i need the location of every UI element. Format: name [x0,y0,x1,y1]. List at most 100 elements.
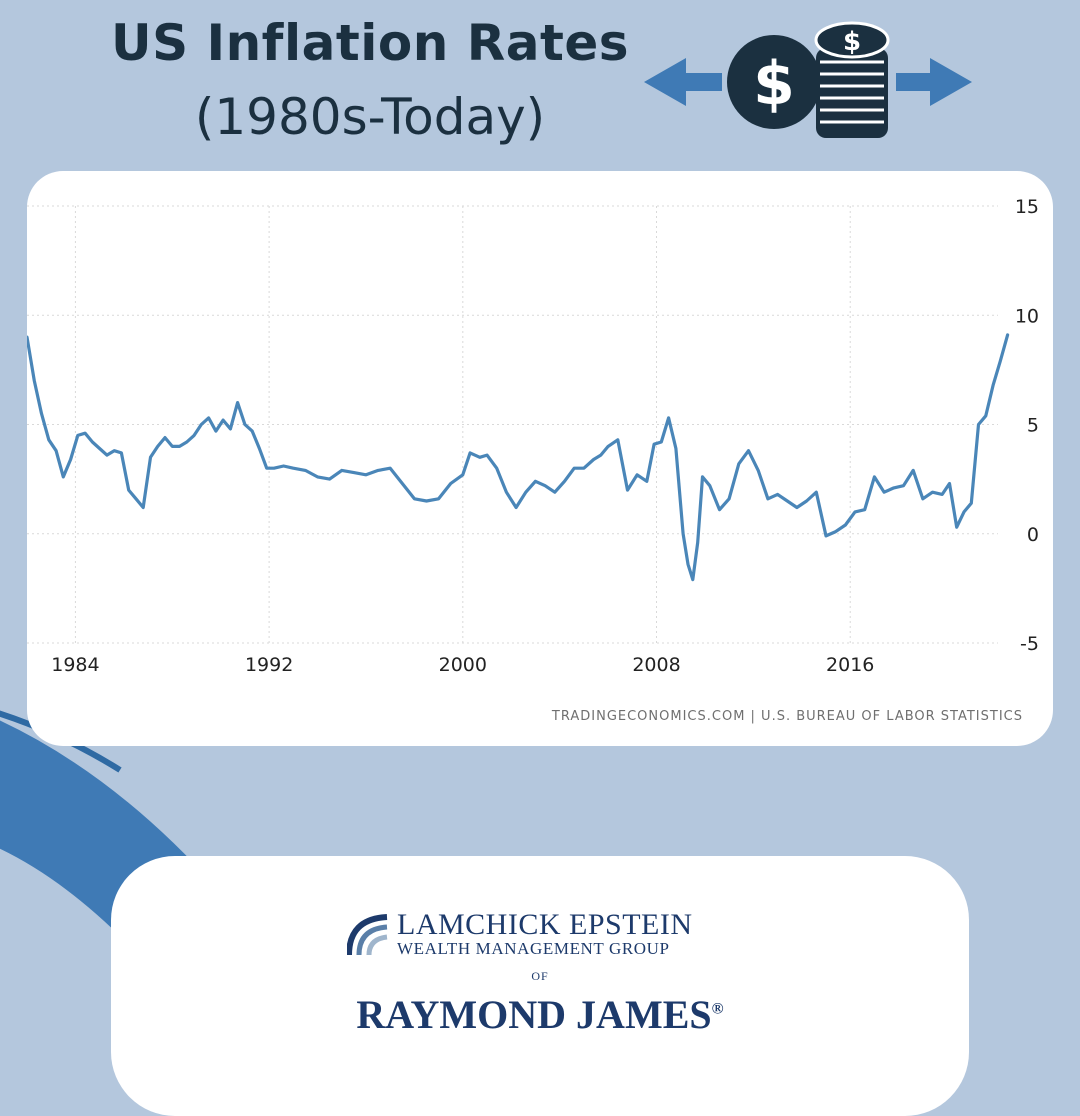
data-point [469,452,471,454]
dollar-coin-icon: $ [727,35,821,129]
data-point [401,482,404,485]
data-point [616,438,619,441]
series-line [27,333,1010,582]
data-point [449,482,452,485]
data-point [413,497,416,500]
data-point [486,454,488,456]
inflation-line-chart: 15 10 5 0 -5 1984 1992 2000 2008 2016 [27,196,1039,676]
data-point [718,508,721,511]
data-point [646,480,648,483]
data-point [600,454,602,456]
logo-card: LAMCHICK EPSTEIN WEALTH MANAGEMENT GROUP… [111,856,969,1116]
data-point [425,500,428,502]
data-point [892,487,895,489]
data-point [84,432,86,435]
data-point [273,467,275,470]
dollar-coin-stack-icon: $ $ [644,21,972,138]
data-point [62,476,65,478]
data-point [636,473,638,476]
data-point [55,449,57,452]
data-point [69,458,72,461]
data-point [786,500,789,502]
data-point [215,430,217,432]
data-point [193,434,195,437]
data-point [265,467,268,470]
data-point [941,493,944,496]
data-point [171,445,174,448]
page-subtitle: (1980s-Today) [194,88,546,146]
data-point [863,508,866,511]
header: US Inflation Rates (1980s-Today) [0,0,740,170]
data-point [747,449,750,452]
data-point [948,482,951,485]
data-point [805,500,808,502]
firm-name: LAMCHICK EPSTEIN [397,908,693,941]
data-point [776,493,779,496]
data-point [495,467,498,470]
data-point [222,419,224,421]
y-tick-label: 10 [1015,305,1039,327]
brand-name: RAYMOND JAMES [356,992,712,1037]
data-point [701,476,704,478]
data-point [796,506,798,509]
data-point [984,414,987,417]
x-tick-label: 1984 [51,654,99,676]
data-point [592,458,595,461]
data-point [106,454,108,456]
y-tick-label: 15 [1015,196,1039,218]
data-point [931,491,934,494]
data-point [999,360,1002,362]
data-point [563,480,566,483]
data-point [883,491,885,494]
x-tick-label: 2016 [826,654,874,676]
y-tick-label: 0 [1027,524,1039,546]
data-point [757,469,759,472]
data-point [47,438,50,441]
data-point [970,502,973,504]
data-point [534,480,537,483]
data-point [696,541,699,544]
data-point [708,484,711,487]
data-point [963,511,965,513]
data-point [77,434,79,437]
left-arrow-icon [644,58,722,106]
data-point [353,471,355,474]
data-point [660,441,663,443]
data-point [667,417,670,419]
data-point [377,469,379,472]
data-point [626,489,629,491]
data-point [135,497,137,500]
data-point [328,478,331,480]
data-point [687,563,689,566]
data-point [922,497,924,500]
data-point [156,445,159,448]
data-point [554,491,556,494]
data-point [236,401,239,404]
data-point [164,436,166,439]
data-point [738,463,740,465]
data-point [992,384,994,386]
data-point [292,467,295,470]
data-point [142,506,145,509]
data-point [544,484,546,487]
data-point [912,469,914,472]
x-tick-label: 2000 [439,654,487,676]
chart-card: 15 10 5 0 -5 1984 1992 2000 2008 2016 TRADINGECON… [27,171,1053,746]
chart-source-note: TRADINGECONOMICS.COM | U.S. BUREAU OF LA… [551,709,1023,724]
data-point [977,423,980,426]
data-point [607,445,609,448]
data-point [185,441,188,443]
data-point [873,476,876,478]
data-point [767,497,769,500]
data-point [1006,334,1009,336]
data-point [854,511,856,513]
of-label: OF [531,969,549,983]
data-point [505,491,508,494]
raymond-james-logo: RAYMOND JAMES® [111,991,969,1038]
data-point [653,443,655,445]
data-point [692,578,694,581]
data-point [834,530,837,533]
data-point [251,430,253,432]
lamchick-epstein-logo-mark-icon [347,913,391,957]
data-point [113,449,115,452]
